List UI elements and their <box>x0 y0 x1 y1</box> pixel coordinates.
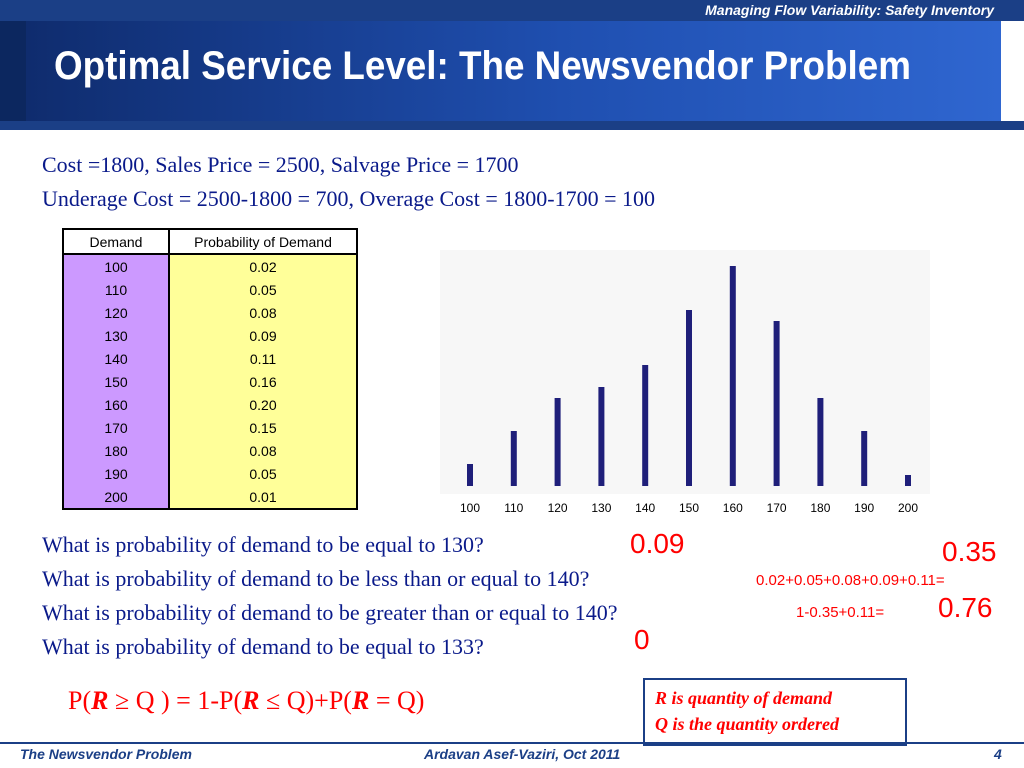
page-number: 4 <box>994 746 1002 762</box>
title-band-left <box>0 21 26 121</box>
question-le-140: What is probability of demand to be less… <box>42 566 590 591</box>
chart-bar-130 <box>598 387 605 486</box>
cost-line: Cost =1800, Sales Price = 2500, Salvage … <box>42 152 519 177</box>
formula-r: R <box>351 686 370 715</box>
top-bar: Managing Flow Variability: Safety Invent… <box>0 0 1024 21</box>
chart-bar-110 <box>510 431 517 486</box>
probability-cell: 0.11 <box>169 347 358 370</box>
question-ge-140: What is probability of demand to be grea… <box>42 600 618 625</box>
x-tick-label: 200 <box>898 501 918 515</box>
demand-cell: 160 <box>62 393 170 416</box>
x-tick-label: 120 <box>548 501 568 515</box>
column-header-probability: Probability of Demand <box>168 228 358 255</box>
demand-cell: 150 <box>62 370 170 393</box>
definition-q: Q is the quantity ordered <box>655 714 840 734</box>
table-row: 190 0.05 <box>62 462 358 485</box>
probability-cell: 0.02 <box>169 254 358 278</box>
formula-part: = Q) <box>369 686 425 715</box>
demand-cell: 190 <box>62 462 170 485</box>
probability-cell: 0.01 <box>169 485 358 510</box>
chart-plot-area <box>440 250 930 494</box>
demand-cell: 200 <box>62 485 170 510</box>
question-equal-130: What is probability of demand to be equa… <box>42 532 484 557</box>
probability-cell: 0.08 <box>169 439 358 462</box>
chart-bar-140 <box>642 365 649 486</box>
demand-table: Demand Probability of Demand 100 0.02 110… <box>62 228 358 510</box>
demand-cell: 130 <box>62 324 170 347</box>
answer-equal-133: 0 <box>634 624 650 655</box>
demand-cell: 140 <box>62 347 170 370</box>
x-tick-label: 130 <box>591 501 611 515</box>
table-row: 130 0.09 <box>62 324 358 347</box>
formula-r: R <box>91 686 109 715</box>
formula-r: R <box>242 686 260 715</box>
table-row: 150 0.16 <box>62 370 358 393</box>
chart-bar-180 <box>817 398 824 486</box>
chart-bar-120 <box>554 398 561 486</box>
probability-cell: 0.20 <box>169 393 358 416</box>
table-row: 180 0.08 <box>62 439 358 462</box>
course-title: Managing Flow Variability: Safety Invent… <box>705 2 994 18</box>
table-row: 120 0.08 <box>62 301 358 324</box>
footer-center: Ardavan Asef-Vaziri, Oct 2011 <box>424 746 621 762</box>
x-tick-label: 160 <box>723 501 743 515</box>
x-tick-label: 140 <box>635 501 655 515</box>
x-tick-label: 100 <box>460 501 480 515</box>
demand-cell: 180 <box>62 439 170 462</box>
answer-le-140-calc: 0.02+0.05+0.08+0.09+0.11= <box>756 572 945 589</box>
chart-bar-100 <box>467 464 473 486</box>
title-band-bottom <box>0 121 1024 130</box>
chart-bar-150 <box>686 310 692 486</box>
probability-cell: 0.15 <box>169 416 358 439</box>
probability-cell: 0.16 <box>169 370 358 393</box>
probability-cell: 0.05 <box>169 278 358 301</box>
x-tick-label: 190 <box>854 501 874 515</box>
x-tick-label: 110 <box>504 501 523 515</box>
formula-part: P( <box>68 686 92 715</box>
slide-title: Optimal Service Level: The Newsvendor Pr… <box>54 44 911 88</box>
demand-cell: 120 <box>62 301 170 324</box>
formula-part: ≥ Q ) = 1-P( <box>108 686 243 715</box>
x-tick-label: 180 <box>810 501 830 515</box>
table-row: 110 0.05 <box>62 278 358 301</box>
underage-overage-line: Underage Cost = 2500-1800 = 700, Overage… <box>42 186 655 211</box>
service-level-formula: P(R ≥ Q ) = 1-P(R ≤ Q)+P(R = Q) <box>68 686 424 716</box>
answer-ge-140: 0.76 <box>938 592 993 623</box>
demand-cell: 110 <box>62 278 170 301</box>
answer-le-140: 0.35 <box>942 536 997 567</box>
question-equal-133: What is probability of demand to be equa… <box>42 634 484 659</box>
x-tick-label: 170 <box>767 501 787 515</box>
probability-cell: 0.09 <box>169 324 358 347</box>
chart-bar-160 <box>729 266 736 486</box>
definition-r: R is quantity of demand <box>655 688 833 708</box>
answer-equal-130: 0.09 <box>630 528 685 559</box>
demand-distribution-chart: 100 110 120 130 140 150 160 170 180 190 200 <box>440 250 930 515</box>
demand-cell: 170 <box>62 416 170 439</box>
definition-box: R is quantity of demand Q is the quantit… <box>643 678 907 746</box>
chart-bar-170 <box>773 321 780 486</box>
table-row: 200 0.01 <box>62 485 358 510</box>
formula-part: ≤ Q)+P( <box>259 686 352 715</box>
table-row: 170 0.15 <box>62 416 358 439</box>
column-header-demand: Demand <box>62 228 170 255</box>
probability-cell: 0.08 <box>169 301 358 324</box>
table-row: 100 0.02 <box>62 254 358 278</box>
chart-bar-200 <box>905 475 911 486</box>
footer-rule <box>0 742 1024 744</box>
chart-bar-190 <box>861 431 868 486</box>
x-tick-label: 150 <box>679 501 699 515</box>
footer-left: The Newsvendor Problem <box>20 746 192 762</box>
demand-cell: 100 <box>62 254 170 278</box>
answer-ge-140-calc: 1-0.35+0.11= <box>796 604 885 621</box>
table-row: 140 0.11 <box>62 347 358 370</box>
table-row: 160 0.20 <box>62 393 358 416</box>
title-band <box>26 21 1001 121</box>
probability-cell: 0.05 <box>169 462 358 485</box>
